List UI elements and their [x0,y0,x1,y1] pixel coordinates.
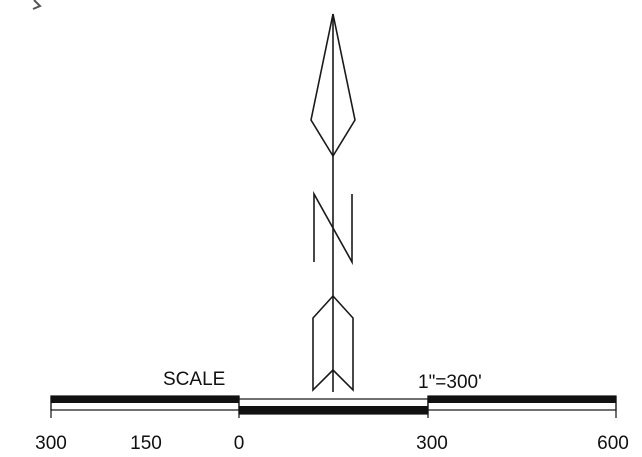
scale-tick-label-0: 0 [234,433,245,454]
north-arrow-head [310,13,356,158]
north-arrow-tail-left [312,295,334,392]
scale-tick-label-300-left: 300 [35,433,67,454]
scale-title: SCALE [163,369,225,390]
scale-tick-label-300-right: 300 [416,433,448,454]
north-arrow-tail-right [332,295,354,392]
corner-mark [32,0,42,10]
scale-segment-1-fill [51,396,239,403]
scale-tick-label-600: 600 [597,433,629,454]
scale-segment-3-fill [428,396,616,403]
scale-bar [50,395,617,418]
scale-tick-label-150: 150 [130,433,162,454]
north-arrow [310,13,356,392]
scale-ratio: 1"=300' [418,372,482,393]
scale-segment-2-fill [239,406,428,414]
north-letter-n [313,190,353,266]
